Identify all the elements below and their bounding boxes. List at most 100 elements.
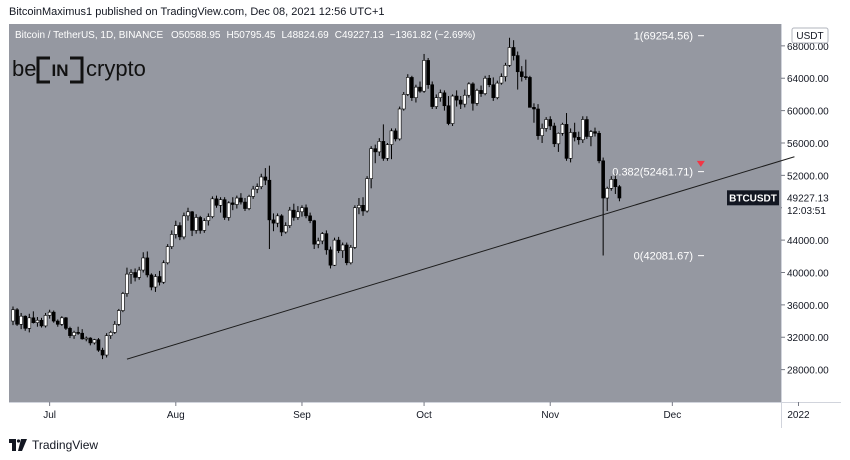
candle-body [243,201,247,209]
candle-body [532,107,536,110]
candle-body [353,207,357,248]
candle-body [104,335,109,356]
current-price-tag: BTCUSDT 49227.13 12:03:51 [727,189,840,218]
price-tick-label: 56000.00 [787,139,829,150]
candle [560,122,565,136]
candle [255,183,259,194]
legend-h-value: 50795.45 [234,30,276,41]
time-axis[interactable] [9,402,841,428]
candle-body [202,220,207,231]
candle-body [430,84,435,107]
candle [55,319,60,327]
legend-c-value: 49227.13 [342,30,384,41]
candle [324,230,329,255]
candle [332,237,337,267]
candle [169,230,174,250]
plot-area[interactable] [9,24,781,402]
candle-body [15,309,19,325]
candle [117,308,121,326]
candle-body [609,179,614,189]
legend-change: −1361.82 (−2.69%) [390,30,476,41]
candle-body [548,119,553,127]
price-tick-label: 52000.00 [787,171,829,182]
candle-body [524,76,528,78]
price-tick-label: 44000.00 [787,236,829,247]
candle [112,321,117,335]
chart-panel[interactable]: 1(69254.56) 0.382(52461.71) 0(42081.67) 28… [9,24,841,428]
candle-body [287,209,292,226]
candle-body [239,197,243,203]
candle-body [389,130,394,145]
candle-body [410,77,414,98]
candle-body [324,233,329,251]
candle-body [267,179,272,221]
candle [165,244,170,265]
candle [230,197,235,211]
candle [104,333,109,358]
candle-body [475,90,479,104]
candle [418,81,422,93]
candle [222,197,227,220]
candle-body [23,315,28,329]
candle-body [344,244,349,264]
candle [430,81,435,109]
candle [51,310,56,323]
candle [593,127,597,137]
candle-body [312,220,316,245]
candle [39,317,44,328]
candle-body [385,144,390,159]
candle-body [580,119,585,141]
candle [361,197,365,216]
price-chart[interactable]: 1(69254.56) 0.382(52461.71) 0(42081.67) 28… [9,24,841,428]
candle [385,142,390,161]
candle-body [190,211,194,231]
candle-body [47,311,52,316]
candle-body [300,207,304,213]
candle-body [121,293,125,311]
candle [434,94,439,109]
candle [454,90,459,107]
candle-body [161,262,166,283]
candle [308,212,312,224]
candle-body [491,84,496,98]
candle [186,207,190,221]
currency-badge[interactable]: USDT [791,27,829,44]
price-tick-label: 40000.00 [787,268,829,279]
candle-body [96,339,101,351]
candle-body [471,83,475,104]
candle-body [401,94,406,110]
legend-c-label: C [335,30,342,41]
candle-body [271,219,276,224]
candle [349,244,353,265]
candle [483,75,487,96]
candle [133,268,137,282]
time-tick-label: Sep [293,410,311,421]
candle [149,273,154,291]
candle-body [230,202,235,205]
candle-body [328,249,333,266]
publisher-line: BitcoinMaximus1 published on TradingView… [9,6,385,18]
candle-body [169,234,174,247]
candle-body [495,82,500,98]
candle [458,96,463,109]
candle [68,326,72,339]
candle [548,116,553,131]
candle [31,311,36,324]
candle-body [487,77,491,86]
candle [450,94,455,126]
candle [410,75,414,101]
candle-body [589,131,593,137]
ascending-support-line [126,156,795,360]
candle-body [182,215,186,238]
candle [182,212,186,240]
candle [15,308,19,326]
candle-body [418,86,422,92]
candle-body [108,332,113,336]
candle [511,40,516,61]
candle-body [601,160,605,199]
candle-body [194,217,198,231]
candle-body [11,309,15,322]
candle-body [361,205,365,212]
candle [202,218,207,233]
candle [157,270,162,286]
